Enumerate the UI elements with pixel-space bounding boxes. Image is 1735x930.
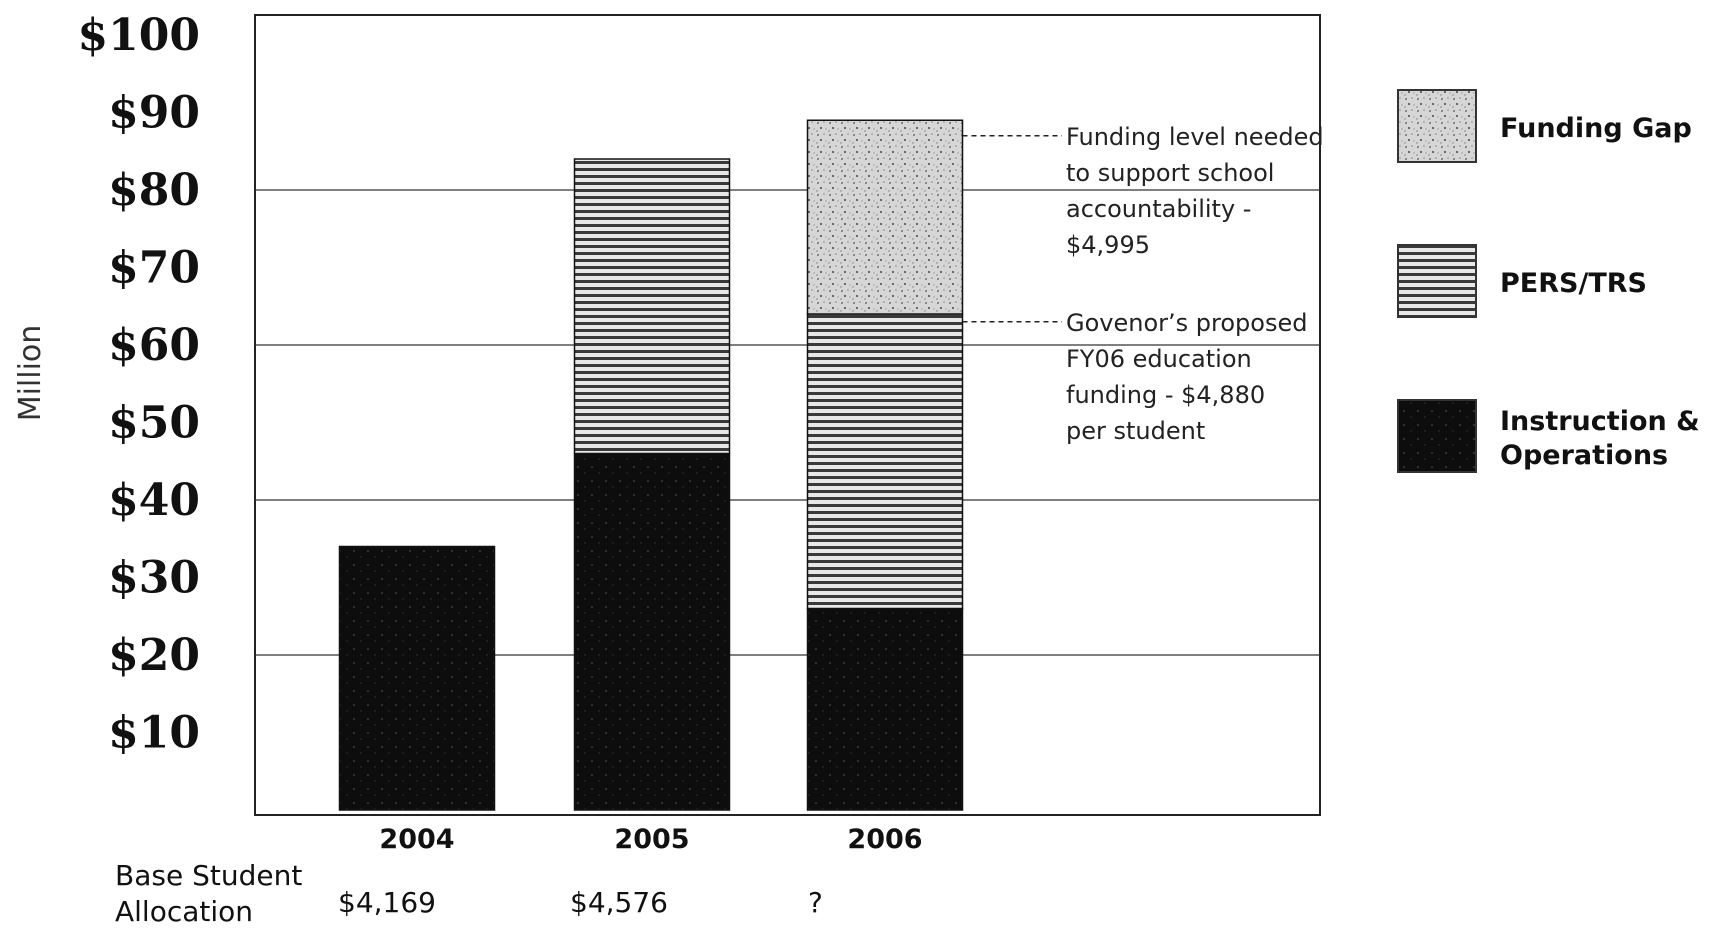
x-tick-label: 2005	[614, 824, 689, 855]
allocation-value: $4,169	[338, 886, 436, 919]
bar-2005-instruction-operations	[573, 452, 731, 811]
x-axis: 2004 2005 2006	[379, 824, 922, 855]
annotation-text: Funding level needed	[1066, 123, 1324, 151]
allocation-value: $4,576	[570, 886, 668, 919]
x-tick-label: 2004	[379, 824, 454, 855]
y-tick-label: $80	[108, 165, 200, 216]
y-tick-label: $60	[108, 320, 200, 371]
allocation-label: Base Student	[115, 859, 302, 892]
y-axis-label: Million	[13, 325, 48, 422]
y-tick-label: $10	[108, 708, 200, 759]
annotation-text: FY06 education	[1066, 345, 1252, 373]
legend: Funding Gap PERS/TRS Instruction &Operatio…	[1397, 89, 1700, 473]
y-tick-label: $90	[108, 88, 200, 139]
annotation-text: to support school	[1066, 159, 1274, 187]
allocation-value: ?	[808, 886, 823, 919]
allocation-label: Allocation	[115, 895, 253, 928]
annotation-text: $4,995	[1066, 231, 1150, 259]
legend-swatch	[1397, 89, 1477, 163]
bar-2005-pers-trs	[573, 158, 731, 455]
x-tick-label: 2006	[847, 824, 922, 855]
bar-2006-funding-gap	[806, 119, 964, 315]
bar-2006-instruction-operations	[806, 607, 964, 811]
bars	[338, 119, 964, 811]
y-tick-label: $40	[108, 475, 200, 526]
legend-swatch	[1397, 244, 1477, 318]
legend-swatch	[1397, 399, 1477, 473]
annotation-text: Govenor’s proposed	[1066, 309, 1307, 337]
legend-label: PERS/TRS	[1500, 268, 1647, 299]
annotation-text: per student	[1066, 417, 1205, 445]
y-tick-label: $20	[108, 630, 200, 681]
y-tick-label: $70	[108, 243, 200, 294]
bar-2006-pers-trs	[806, 313, 964, 610]
annotation-text: funding - $4,880	[1066, 381, 1265, 409]
y-tick-label: $50	[108, 398, 200, 449]
annotations: Funding level needed to support school acc…	[962, 123, 1324, 445]
legend-label: Instruction &	[1500, 406, 1700, 437]
plot-frame	[254, 14, 1321, 816]
gridlines	[255, 189, 1320, 656]
legend-label: Funding Gap	[1500, 113, 1692, 144]
y-axis: $10 $20 $30 $40 $50 $60 $70 $80 $90 $100	[78, 10, 200, 759]
y-tick-label: $30	[108, 553, 200, 604]
bar-2004-instruction-operations	[338, 545, 496, 811]
legend-label: Operations	[1500, 440, 1668, 471]
y-tick-label: $100	[78, 10, 200, 61]
annotation-text: accountability -	[1066, 195, 1251, 223]
